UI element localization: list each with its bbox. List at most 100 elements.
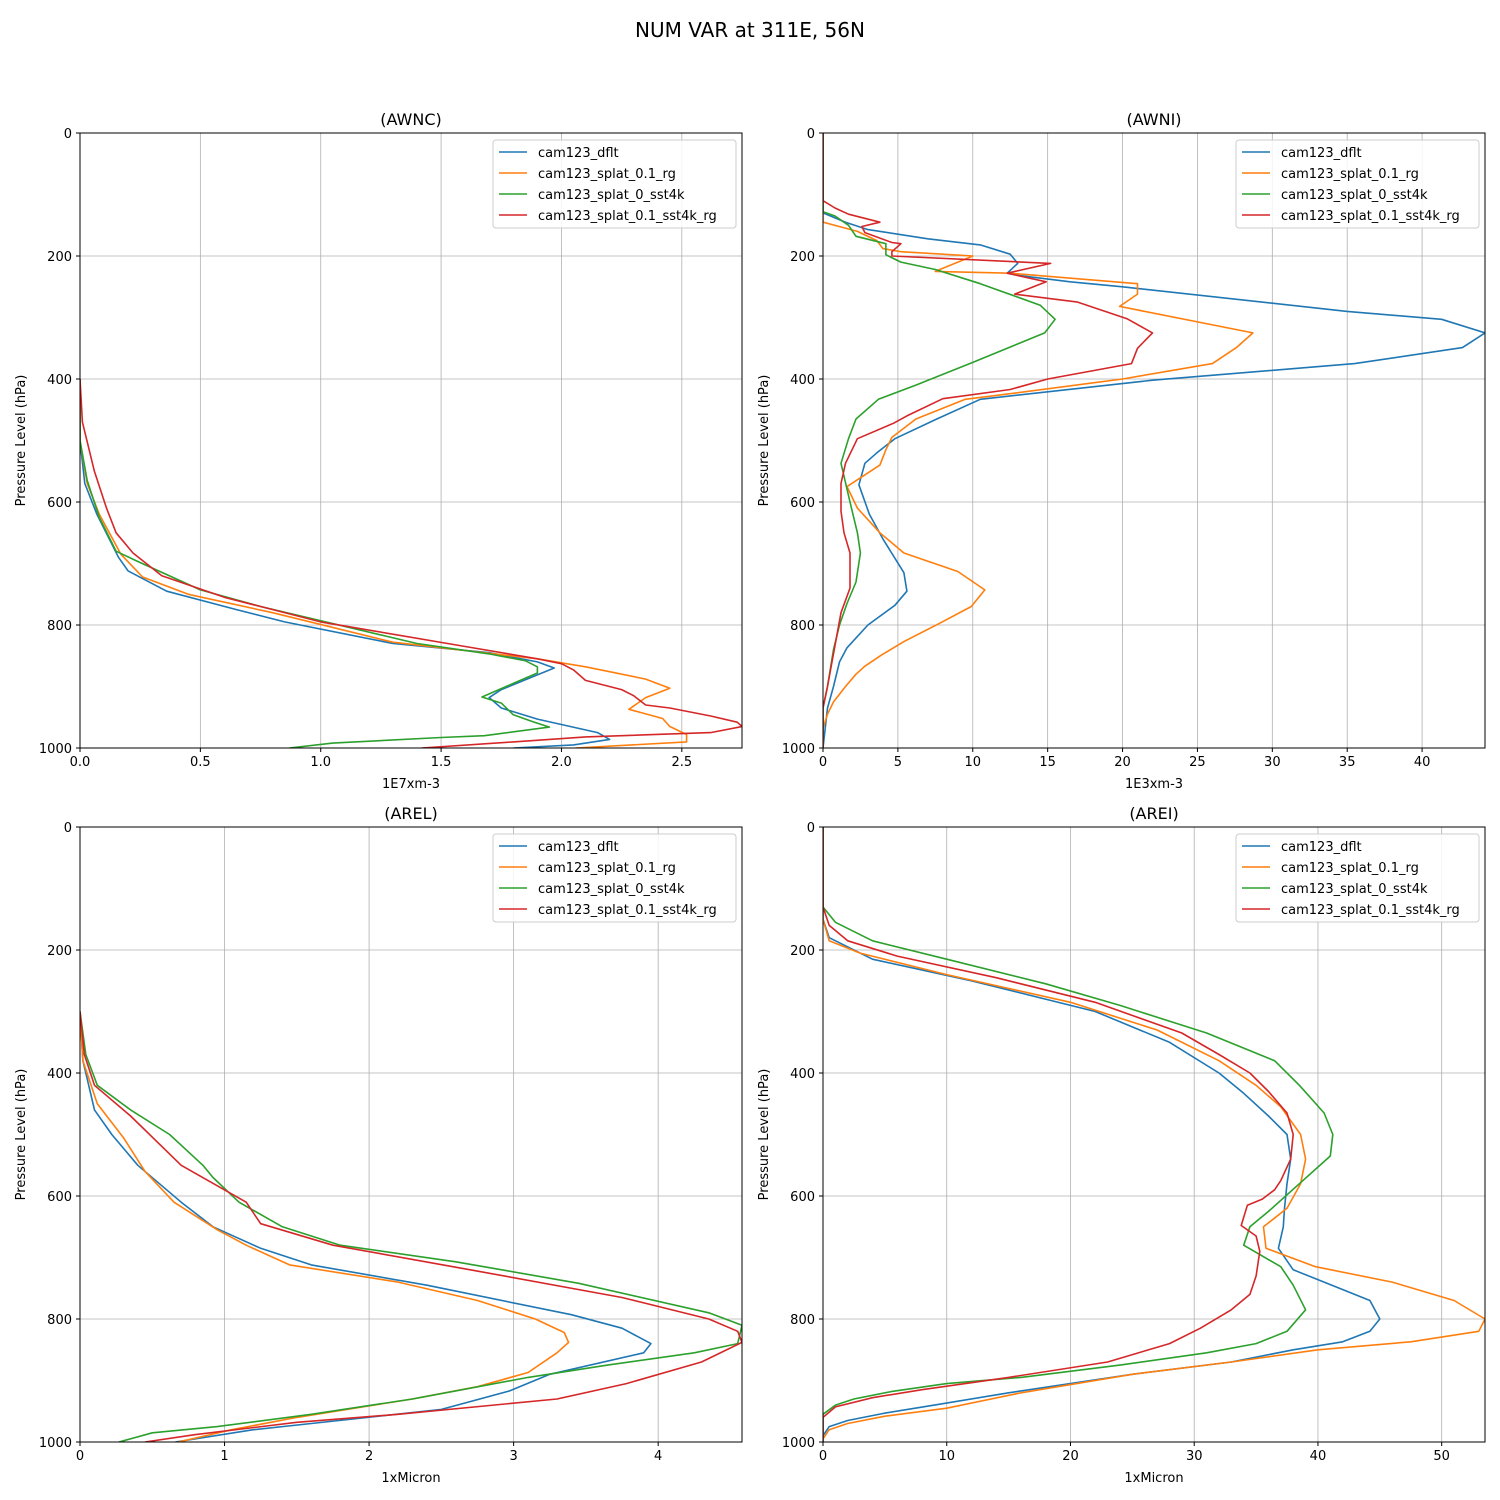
legend: cam123_dflt cam123_splat_0.1_rg cam123_spl… xyxy=(492,833,737,923)
y-tick-label: 200 xyxy=(47,250,72,265)
panel-2: 0 1 2 3 4 0 200 400 600 800 1000 (AREL) 1xMicron Pres… xyxy=(14,804,743,1486)
series-line-1 xyxy=(823,827,1485,1440)
x-tick-label: 30 xyxy=(1186,1449,1203,1464)
x-axis-label: 1xMicron xyxy=(381,1471,440,1486)
x-tick-label: 0 xyxy=(819,1449,827,1464)
legend-label-3: cam123_splat_0.1_sst4k_rg xyxy=(538,209,717,224)
y-axis-label: Pressure Level (hPa) xyxy=(14,375,29,507)
x-tick-label: 1.0 xyxy=(310,755,331,770)
legend: cam123_dflt cam123_splat_0.1_rg cam123_spl… xyxy=(1235,833,1480,923)
x-tick-label: 30 xyxy=(1264,755,1281,770)
y-tick-label: 0 xyxy=(64,127,72,142)
y-tick-label: 1000 xyxy=(782,742,815,757)
x-tick-label: 10 xyxy=(965,755,982,770)
series-line-0 xyxy=(823,827,1381,1437)
x-axis-label: 1xMicron xyxy=(1124,1471,1183,1486)
series-line-1 xyxy=(80,379,688,748)
panel-title: (AWNC) xyxy=(380,110,442,129)
series-line-2 xyxy=(823,827,1334,1442)
axes-frame xyxy=(822,826,1486,1443)
x-tick-label: 10 xyxy=(938,1449,955,1464)
x-tick-label: 1.5 xyxy=(431,755,452,770)
y-tick-label: 600 xyxy=(47,496,72,511)
legend-label-0: cam123_dflt xyxy=(538,146,619,161)
y-tick-label: 200 xyxy=(790,250,815,265)
x-axis-label: 1E7xm-3 xyxy=(382,777,440,792)
series-line-0 xyxy=(823,133,1485,748)
x-tick-label: 2 xyxy=(365,1449,373,1464)
panel-title: (AREI) xyxy=(1129,804,1178,823)
y-tick-label: 0 xyxy=(807,127,815,142)
series-line-0 xyxy=(80,1011,652,1442)
y-tick-label: 400 xyxy=(790,373,815,388)
panel-0: 0.0 0.5 1.0 1.5 2.0 2.5 0 200 400 600 800 1000 (AWNC… xyxy=(14,110,743,792)
axes-frame xyxy=(79,826,743,1443)
legend-label-3: cam123_splat_0.1_sst4k_rg xyxy=(538,903,717,918)
series-line-3 xyxy=(80,378,742,748)
legend-label-0: cam123_dflt xyxy=(1281,840,1362,855)
y-tick-label: 600 xyxy=(47,1190,72,1205)
x-tick-label: 1 xyxy=(220,1449,228,1464)
y-axis-label: Pressure Level (hPa) xyxy=(757,1069,772,1201)
y-tick-label: 800 xyxy=(790,619,815,634)
y-tick-label: 1000 xyxy=(39,742,72,757)
x-tick-label: 50 xyxy=(1433,1449,1450,1464)
x-tick-label: 40 xyxy=(1310,1449,1327,1464)
legend-label-2: cam123_splat_0_sst4k xyxy=(538,882,685,897)
figure-title: NUM VAR at 311E, 56N xyxy=(635,18,865,42)
series-line-3 xyxy=(823,827,1294,1442)
x-tick-label: 20 xyxy=(1062,1449,1079,1464)
panel-3: 0 10 20 30 40 50 0 200 400 600 800 1000 (AREI) 1xMicr… xyxy=(757,804,1486,1486)
legend-label-2: cam123_splat_0_sst4k xyxy=(538,188,685,203)
y-tick-label: 0 xyxy=(64,821,72,836)
y-tick-label: 200 xyxy=(47,944,72,959)
series-line-2 xyxy=(80,1011,742,1442)
y-tick-label: 200 xyxy=(790,944,815,959)
y-tick-label: 600 xyxy=(790,496,815,511)
axes-frame xyxy=(822,132,1486,749)
y-tick-label: 600 xyxy=(790,1190,815,1205)
legend-label-0: cam123_dflt xyxy=(538,840,619,855)
panel-1: 0 5 10 15 20 25 30 35 4002004006008001000(AWNI)1… xyxy=(757,110,1486,792)
series-line-3 xyxy=(80,1011,742,1442)
y-tick-label: 800 xyxy=(47,619,72,634)
y-tick-label: 400 xyxy=(47,373,72,388)
y-tick-label: 1000 xyxy=(782,1436,815,1451)
x-tick-label: 2.5 xyxy=(671,755,692,770)
legend-label-2: cam123_splat_0_sst4k xyxy=(1281,882,1428,897)
legend-label-2: cam123_splat_0_sst4k xyxy=(1281,188,1428,203)
legend-box xyxy=(1235,139,1480,229)
x-tick-label: 20 xyxy=(1114,755,1131,770)
panel-title: (AREL) xyxy=(384,804,438,823)
x-tick-label: 15 xyxy=(1039,755,1056,770)
legend-box xyxy=(492,833,737,923)
y-tick-label: 0 xyxy=(807,821,815,836)
x-tick-label: 4 xyxy=(654,1449,662,1464)
legend-label-3: cam123_splat_0.1_sst4k_rg xyxy=(1281,903,1460,918)
x-tick-label: 5 xyxy=(894,755,902,770)
legend-label-0: cam123_dflt xyxy=(1281,146,1362,161)
x-tick-label: 0 xyxy=(819,755,827,770)
x-tick-label: 0.0 xyxy=(70,755,91,770)
y-tick-label: 400 xyxy=(47,1067,72,1082)
series-line-1 xyxy=(823,133,1254,748)
legend: cam123_dflt cam123_splat_0.1_rg cam123_spl… xyxy=(1235,139,1480,229)
legend-label-1: cam123_splat_0.1_rg xyxy=(538,167,676,182)
series-line-3 xyxy=(823,133,1154,748)
legend-box xyxy=(1235,833,1480,923)
x-tick-label: 2.0 xyxy=(551,755,572,770)
x-tick-label: 40 xyxy=(1414,755,1431,770)
legend-label-1: cam123_splat_0.1_rg xyxy=(1281,861,1419,876)
series-line-2 xyxy=(80,379,551,748)
y-axis-label: Pressure Level (hPa) xyxy=(14,1069,29,1201)
x-tick-label: 0.5 xyxy=(190,755,211,770)
y-axis-label: Pressure Level (hPa) xyxy=(757,375,772,507)
y-tick-label: 1000 xyxy=(39,1436,72,1451)
x-tick-label: 35 xyxy=(1339,755,1356,770)
x-tick-label: 3 xyxy=(509,1449,517,1464)
y-tick-label: 800 xyxy=(790,1313,815,1328)
panel-title: (AWNI) xyxy=(1126,110,1181,129)
panels: 0.0 0.5 1.0 1.5 2.0 2.502004006008001000(AWNC… xyxy=(14,110,1486,1486)
x-tick-label: 0 xyxy=(76,1449,84,1464)
